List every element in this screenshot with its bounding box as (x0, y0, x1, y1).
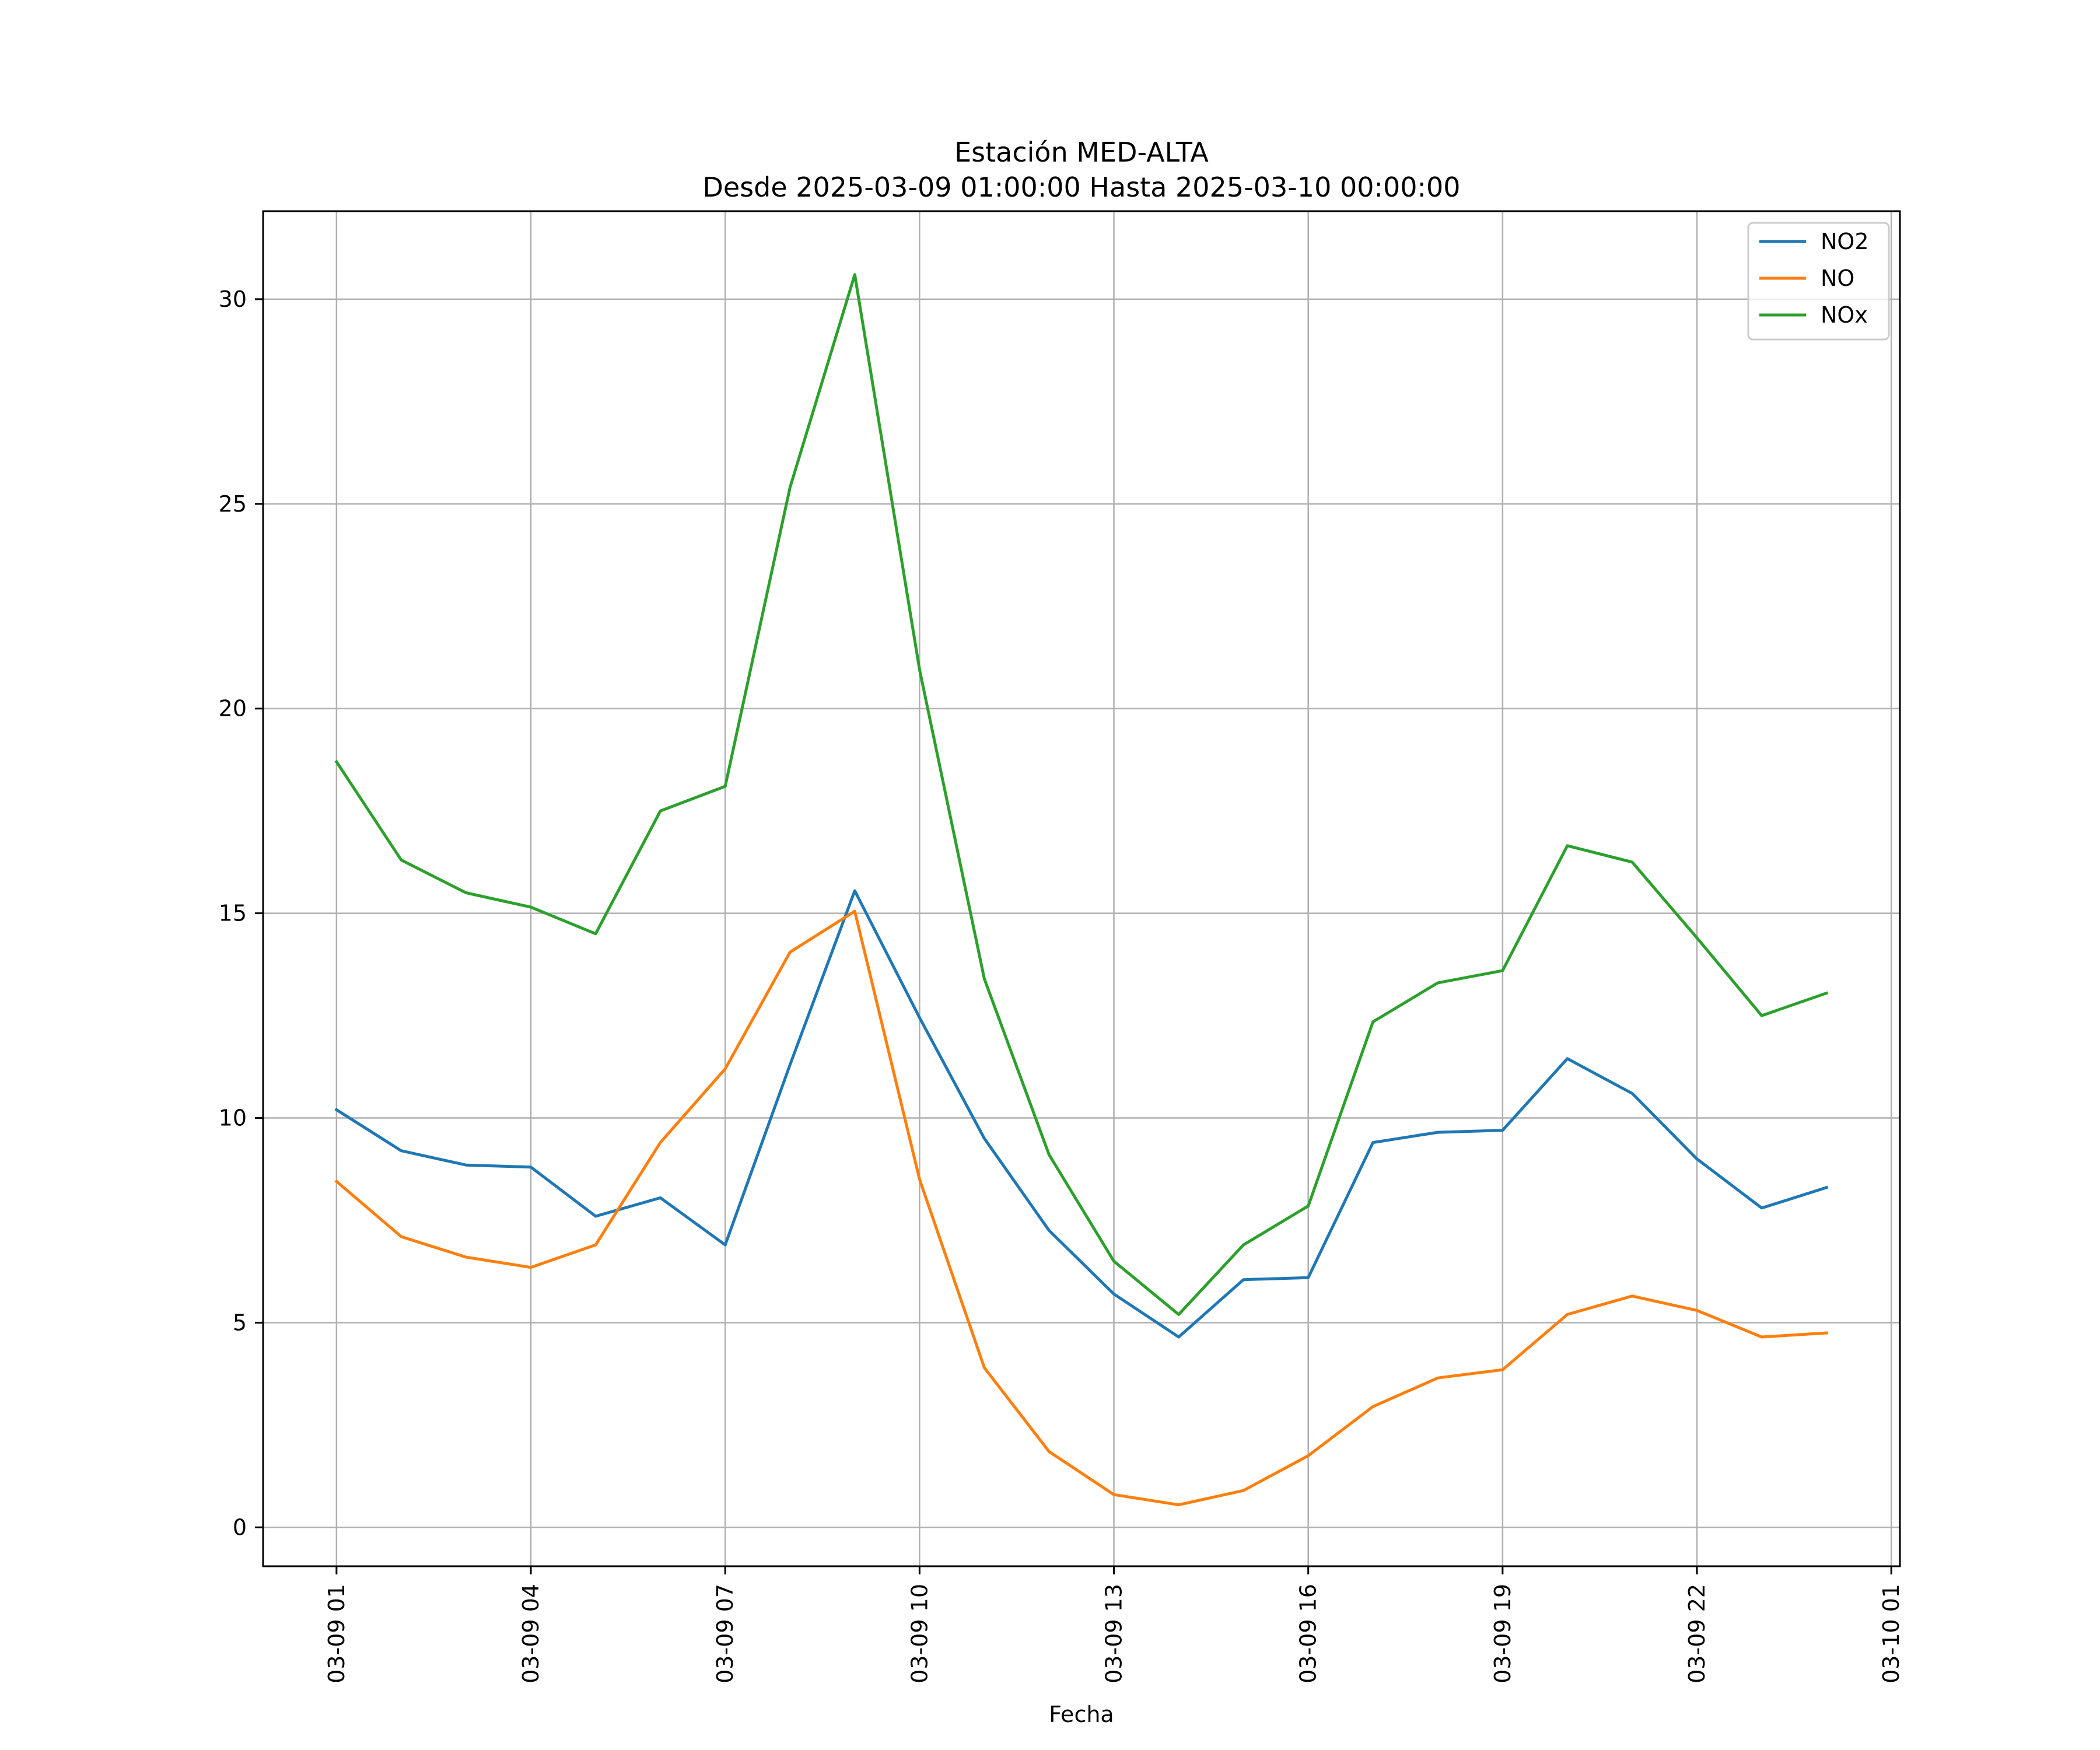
series-line-no2 (334, 889, 1829, 1339)
legend: NO2 NO NOx (1747, 222, 1890, 341)
chart-subtitle: Desde 2025-03-09 01:00:00 Hasta 2025-03-… (702, 172, 1460, 203)
y-tick-label-2: 10 (219, 1105, 247, 1131)
x-tick-label-0: 03-09 01 (324, 1584, 349, 1684)
y-tick-label-4: 20 (219, 696, 247, 722)
grid-lines (263, 211, 1900, 1566)
x-tick-label-6: 03-09 19 (1490, 1584, 1516, 1684)
chart-title: Estación MED-ALTA (954, 136, 1209, 168)
series-line-no (334, 909, 1828, 1507)
x-tick-label-5: 03-09 16 (1296, 1584, 1321, 1684)
x-tick-label-7: 03-09 22 (1684, 1584, 1710, 1684)
x-tick-label-8: 03-10 01 (1878, 1584, 1904, 1684)
legend-box (1747, 222, 1890, 341)
x-tick-label-3: 03-09 10 (907, 1584, 932, 1684)
legend-label-no: NO (1821, 265, 1854, 291)
x-axis: 03-09 01 03-09 04 03-09 07 03-09 10 03-09 13… (324, 1566, 1904, 1684)
legend-label-nox: NOx (1821, 302, 1868, 328)
y-tick-label-6: 30 (219, 286, 247, 312)
y-tick-label-1: 5 (233, 1310, 247, 1335)
legend-label-no2: NO2 (1821, 229, 1869, 254)
x-axis-label: Fecha (1049, 1702, 1114, 1727)
y-tick-label-3: 15 (219, 901, 247, 926)
y-tick-label-0: 0 (233, 1514, 247, 1540)
series-lines (334, 273, 1829, 1507)
x-tick-label-4: 03-09 13 (1101, 1584, 1127, 1684)
x-tick-label-1: 03-09 04 (518, 1584, 544, 1684)
x-tick-label-2: 03-09 07 (712, 1584, 738, 1684)
plot-area-frame (262, 210, 1901, 1567)
y-axis: 0 5 10 15 20 25 30 (219, 286, 263, 1540)
series-line-nox (334, 273, 1829, 1316)
y-tick-label-5: 25 (219, 491, 247, 517)
